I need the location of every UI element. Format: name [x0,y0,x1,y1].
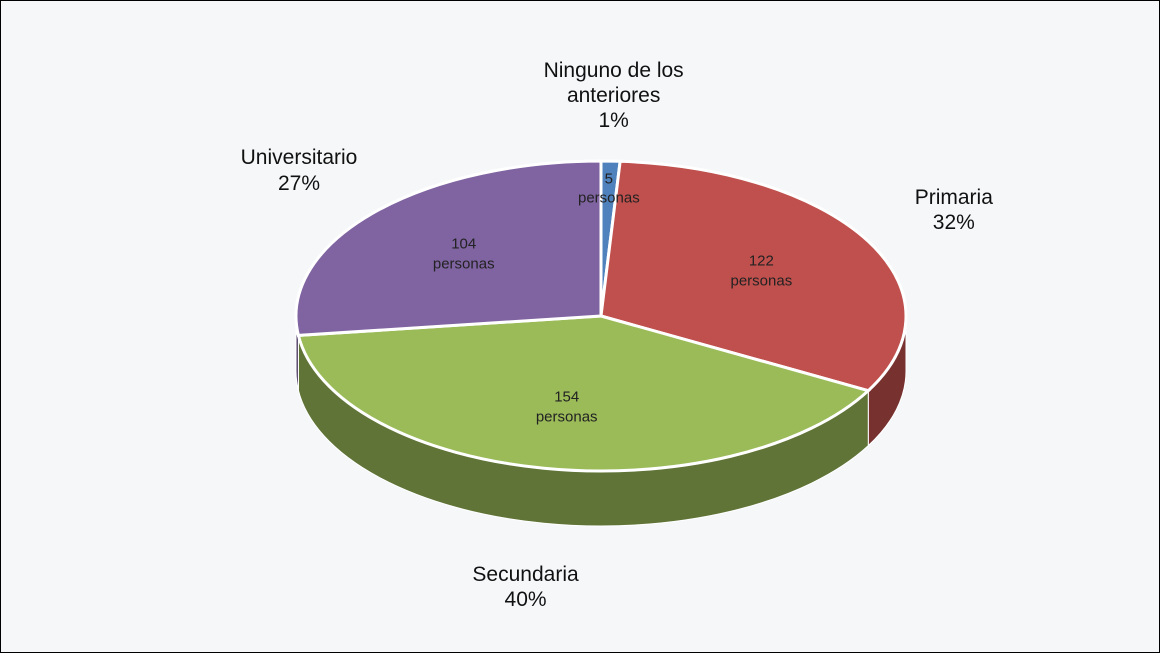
count-value: 154 [554,388,580,406]
count-value: 122 [748,252,774,270]
count-label: 122 personas [706,252,816,291]
slice-label: Universitario 27% [199,145,399,195]
count-unit: personas [577,189,640,207]
percent-label: 32% [932,210,975,234]
count-label: 104 personas [409,235,519,274]
count-value: 5 [604,170,614,188]
slice [599,159,908,393]
count-label: 154 personas [512,388,622,427]
count-unit: personas [730,272,793,290]
slice-label: Secundaria 40% [426,562,626,612]
category-label: Primaria [914,185,993,209]
count-label: 5 personas [554,169,664,208]
slice [296,314,872,473]
category-label: Universitario [240,146,358,170]
category-label: Ninguno de los anteriores [543,59,684,108]
slice [294,159,603,338]
count-value: 104 [451,235,477,253]
category-label: Secundaria [472,563,579,586]
percent-label: 27% [277,171,321,195]
count-unit: personas [432,255,495,273]
slice-label: Ninguno de los anteriores 1% [514,58,714,134]
slice-label: Primaria 32% [854,185,1054,235]
percent-label: 1% [598,109,629,133]
percent-label: 40% [504,588,547,612]
count-unit: personas [535,408,598,426]
